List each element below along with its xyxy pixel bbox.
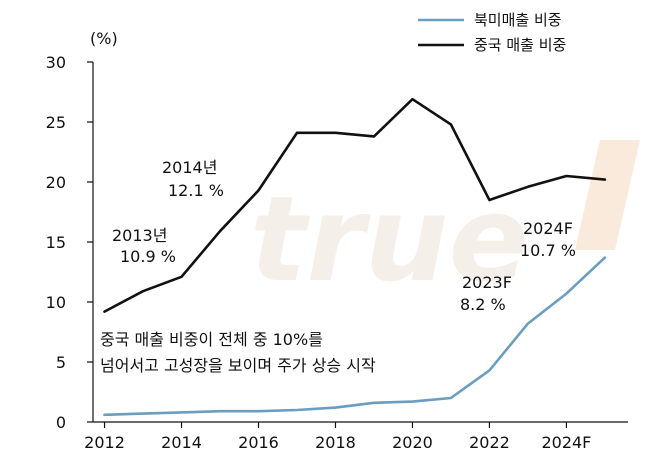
note-line-1: 중국 매출 비중이 전체 중 10%를 <box>100 330 323 349</box>
x-tick-label: 2018 <box>315 433 356 452</box>
x-tick-label: 2014 <box>161 433 202 452</box>
y-tick-label: 5 <box>56 353 66 372</box>
y-tick-label: 0 <box>56 413 66 432</box>
y-tick-label: 30 <box>46 53 66 72</box>
x-tick-label: 2016 <box>238 433 279 452</box>
y-axis-unit: (%) <box>90 29 118 48</box>
x-tick-label: 2024F <box>541 433 591 452</box>
annotation-2013-value: 10.9 % <box>120 247 176 266</box>
legend-label-china: 중국 매출 비중 <box>474 36 566 54</box>
annotation-2023-value: 8.2 % <box>460 295 506 314</box>
series-line-north-america <box>103 256 607 417</box>
annotation-2014-value: 12.1 % <box>168 181 224 200</box>
series-lines <box>103 97 607 417</box>
y-tick-label: 15 <box>46 233 66 252</box>
note-line-2: 넘어서고 고성장을 보이며 주가 상승 시작 <box>100 356 376 375</box>
x-ticks: 2012 2014 2016 2018 2020 2022 2024F <box>84 422 591 452</box>
y-ticks: 0 5 10 15 20 25 30 <box>46 53 93 432</box>
series-line-china <box>103 97 607 313</box>
annotation-2024-value: 10.7 % <box>520 241 576 260</box>
y-tick-label: 10 <box>46 293 66 312</box>
annotation-2013-label: 2013년 <box>112 226 167 245</box>
x-tick-label: 2012 <box>84 433 125 452</box>
x-tick-label: 2022 <box>469 433 510 452</box>
x-tick-label: 2020 <box>392 433 433 452</box>
watermark-text: true <box>250 170 529 308</box>
annotation-2023-label: 2023F <box>462 273 512 292</box>
annotation-2024-label: 2024F <box>523 219 573 238</box>
y-tick-label: 25 <box>46 113 66 132</box>
y-tick-label: 20 <box>46 173 66 192</box>
legend-label-north-america: 북미매출 비중 <box>474 11 562 29</box>
annotation-2014-label: 2014년 <box>162 158 217 177</box>
legend: 북미매출 비중 중국 매출 비중 <box>418 11 566 54</box>
watermark-logo <box>575 140 640 250</box>
